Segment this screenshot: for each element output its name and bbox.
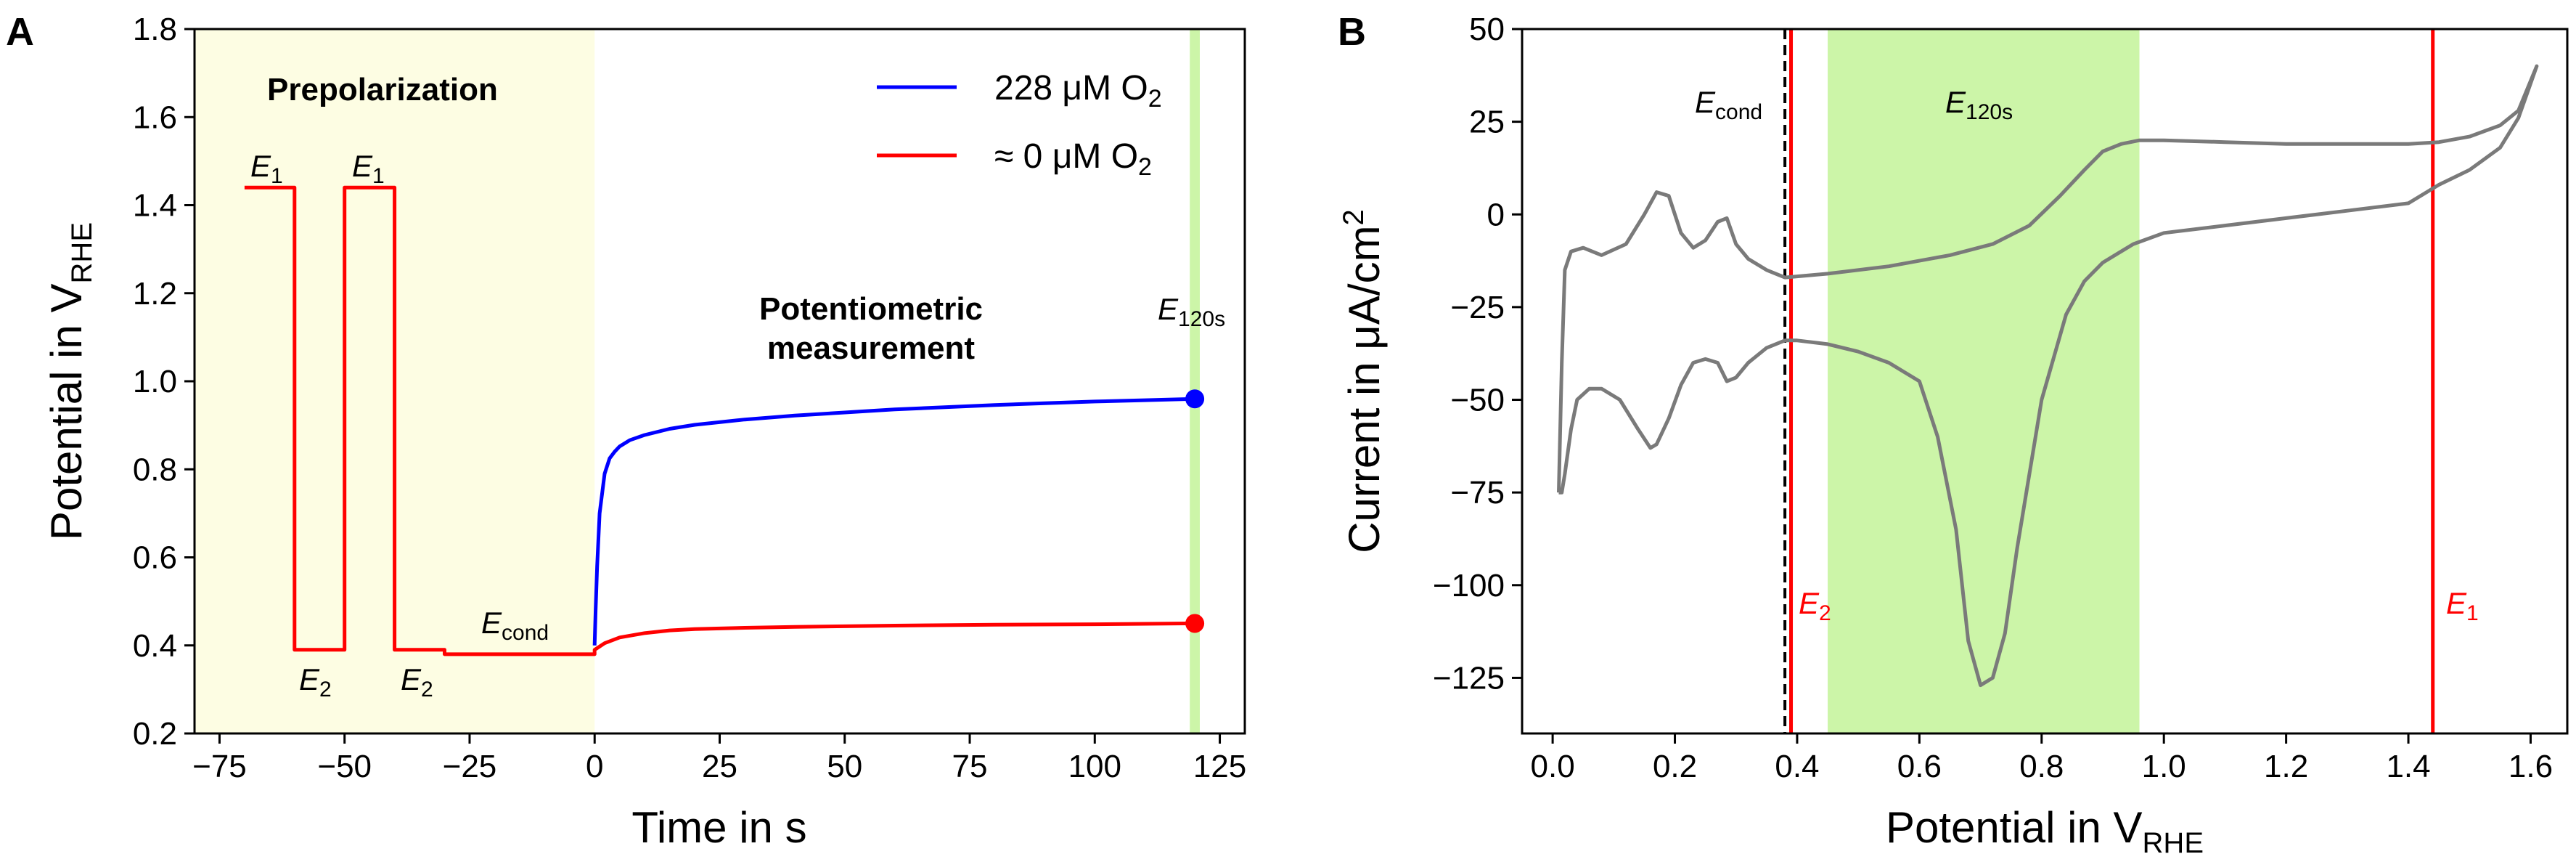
annotation-e2-b: E2 [1799,586,1831,625]
y-tick-label: −125 [1433,660,1505,696]
prepolarization-label: Prepolarization [267,72,498,107]
series-end-marker [1185,614,1205,633]
panel-a-legend: 228 μM O2 ≈ 0 μM O2 [877,69,1162,181]
panel-b-vertical-lines [1783,29,2435,733]
annotation-e1-b: E1 [352,149,385,188]
x-tick-label: 1.6 [2508,749,2553,784]
x-tick-label: 0.4 [1775,749,1819,784]
annotation-e1-a: E1 [250,149,283,188]
x-tick-label: 0.8 [2019,749,2064,784]
legend-label-0uM: ≈ 0 μM O2 [994,137,1152,181]
panel-b-series [1557,64,2539,688]
potentiometric-label-line2: measurement [767,330,975,366]
panel-a-x-ticks: −75 −50 −25 0 25 50 75 100 125 [192,733,1246,784]
y-tick-label: 1.2 [133,276,177,312]
annotation-e2-a: E2 [299,662,332,702]
panel-a-y-ticks: 0.2 0.4 0.6 0.8 1.0 1.2 1.4 1.6 1.8 [133,12,195,752]
panel-a-y-label: Potential in VRHE [42,222,98,540]
legend-label-228uM: 228 μM O2 [994,69,1162,113]
x-tick-label: −50 [317,749,372,784]
annotation-e120s-a: E120s [1158,292,1225,331]
x-tick-label: 1.2 [2264,749,2308,784]
panel-b-x-label: Potential in VRHE [1886,803,2204,859]
y-tick-label: 1.0 [133,364,177,399]
y-tick-label: 0.6 [133,540,177,576]
panel-a-y-label-sub: RHE [66,222,98,283]
panel-b-x-ticks: 0.0 0.2 0.4 0.6 0.8 1.0 1.2 1.4 1.6 [1531,733,2553,784]
y-tick-label: −75 [1450,475,1505,511]
x-tick-label: 0 [586,749,603,784]
y-tick-label: 1.6 [133,99,177,135]
panel-b: B 0.0 0.2 0.4 0.6 0.8 1.0 1.2 1.4 1.6 −125 −100 −7… [1338,10,2569,859]
x-tick-label: 0.2 [1653,749,1697,784]
x-tick-label: 50 [827,749,862,784]
y-tick-label: 0.2 [133,716,177,752]
y-tick-label: 1.8 [133,12,177,47]
potentiometric-label-line1: Potentiometric [759,291,983,327]
annotation-econd-a: Econd [481,606,549,645]
x-tick-label: 1.4 [2386,749,2430,784]
panel-b-letter: B [1338,10,1366,54]
panel-a-y-label-main: Potential in V [42,283,91,540]
panel-a-letter: A [6,10,34,54]
y-tick-label: −50 [1450,383,1505,418]
x-tick-label: −75 [192,749,247,784]
annotation-e120s-b: E120s [1945,85,2013,124]
y-tick-label: 0 [1487,197,1505,232]
series-end-marker [1185,389,1205,409]
x-tick-label: 100 [1068,749,1121,784]
series-line [244,185,1195,656]
panel-b-y-ticks: −125 −100 −75 −50 −25 0 25 50 [1433,12,1522,696]
e120s-shade [1190,29,1200,733]
annotation-e1-b: E1 [2446,586,2479,625]
x-tick-label: 0.6 [1897,749,1942,784]
x-tick-label: 0.0 [1531,749,1575,784]
panel-b-axes-frame [1521,28,2569,735]
y-tick-label: −25 [1450,290,1505,325]
b-e120s-shade [1828,29,2140,733]
panel-a-x-label: Time in s [631,803,806,852]
x-tick-label: 25 [702,749,737,784]
y-tick-label: −100 [1433,568,1505,603]
annotation-econd-b: Econd [1695,85,1762,124]
annotation-e2-b: E2 [401,662,433,702]
x-tick-label: 1.0 [2142,749,2186,784]
y-tick-label: 1.4 [133,188,177,224]
y-tick-label: 0.4 [133,628,177,664]
y-tick-label: 0.8 [133,452,177,487]
series-line [1557,64,2539,688]
y-tick-label: 25 [1469,105,1505,140]
panel-a: A −75 −50 −25 0 25 50 75 100 125 0.2 0.4 0.6 0.8 1.0… [6,10,1246,852]
panel-a-series [244,185,1205,656]
x-tick-label: 125 [1193,749,1246,784]
x-tick-label: −25 [443,749,497,784]
panel-b-y-label: Current in μA/cm2 [1338,209,1389,553]
x-tick-label: 75 [952,749,988,784]
series-line [592,397,1195,646]
y-tick-label: 50 [1469,12,1505,47]
